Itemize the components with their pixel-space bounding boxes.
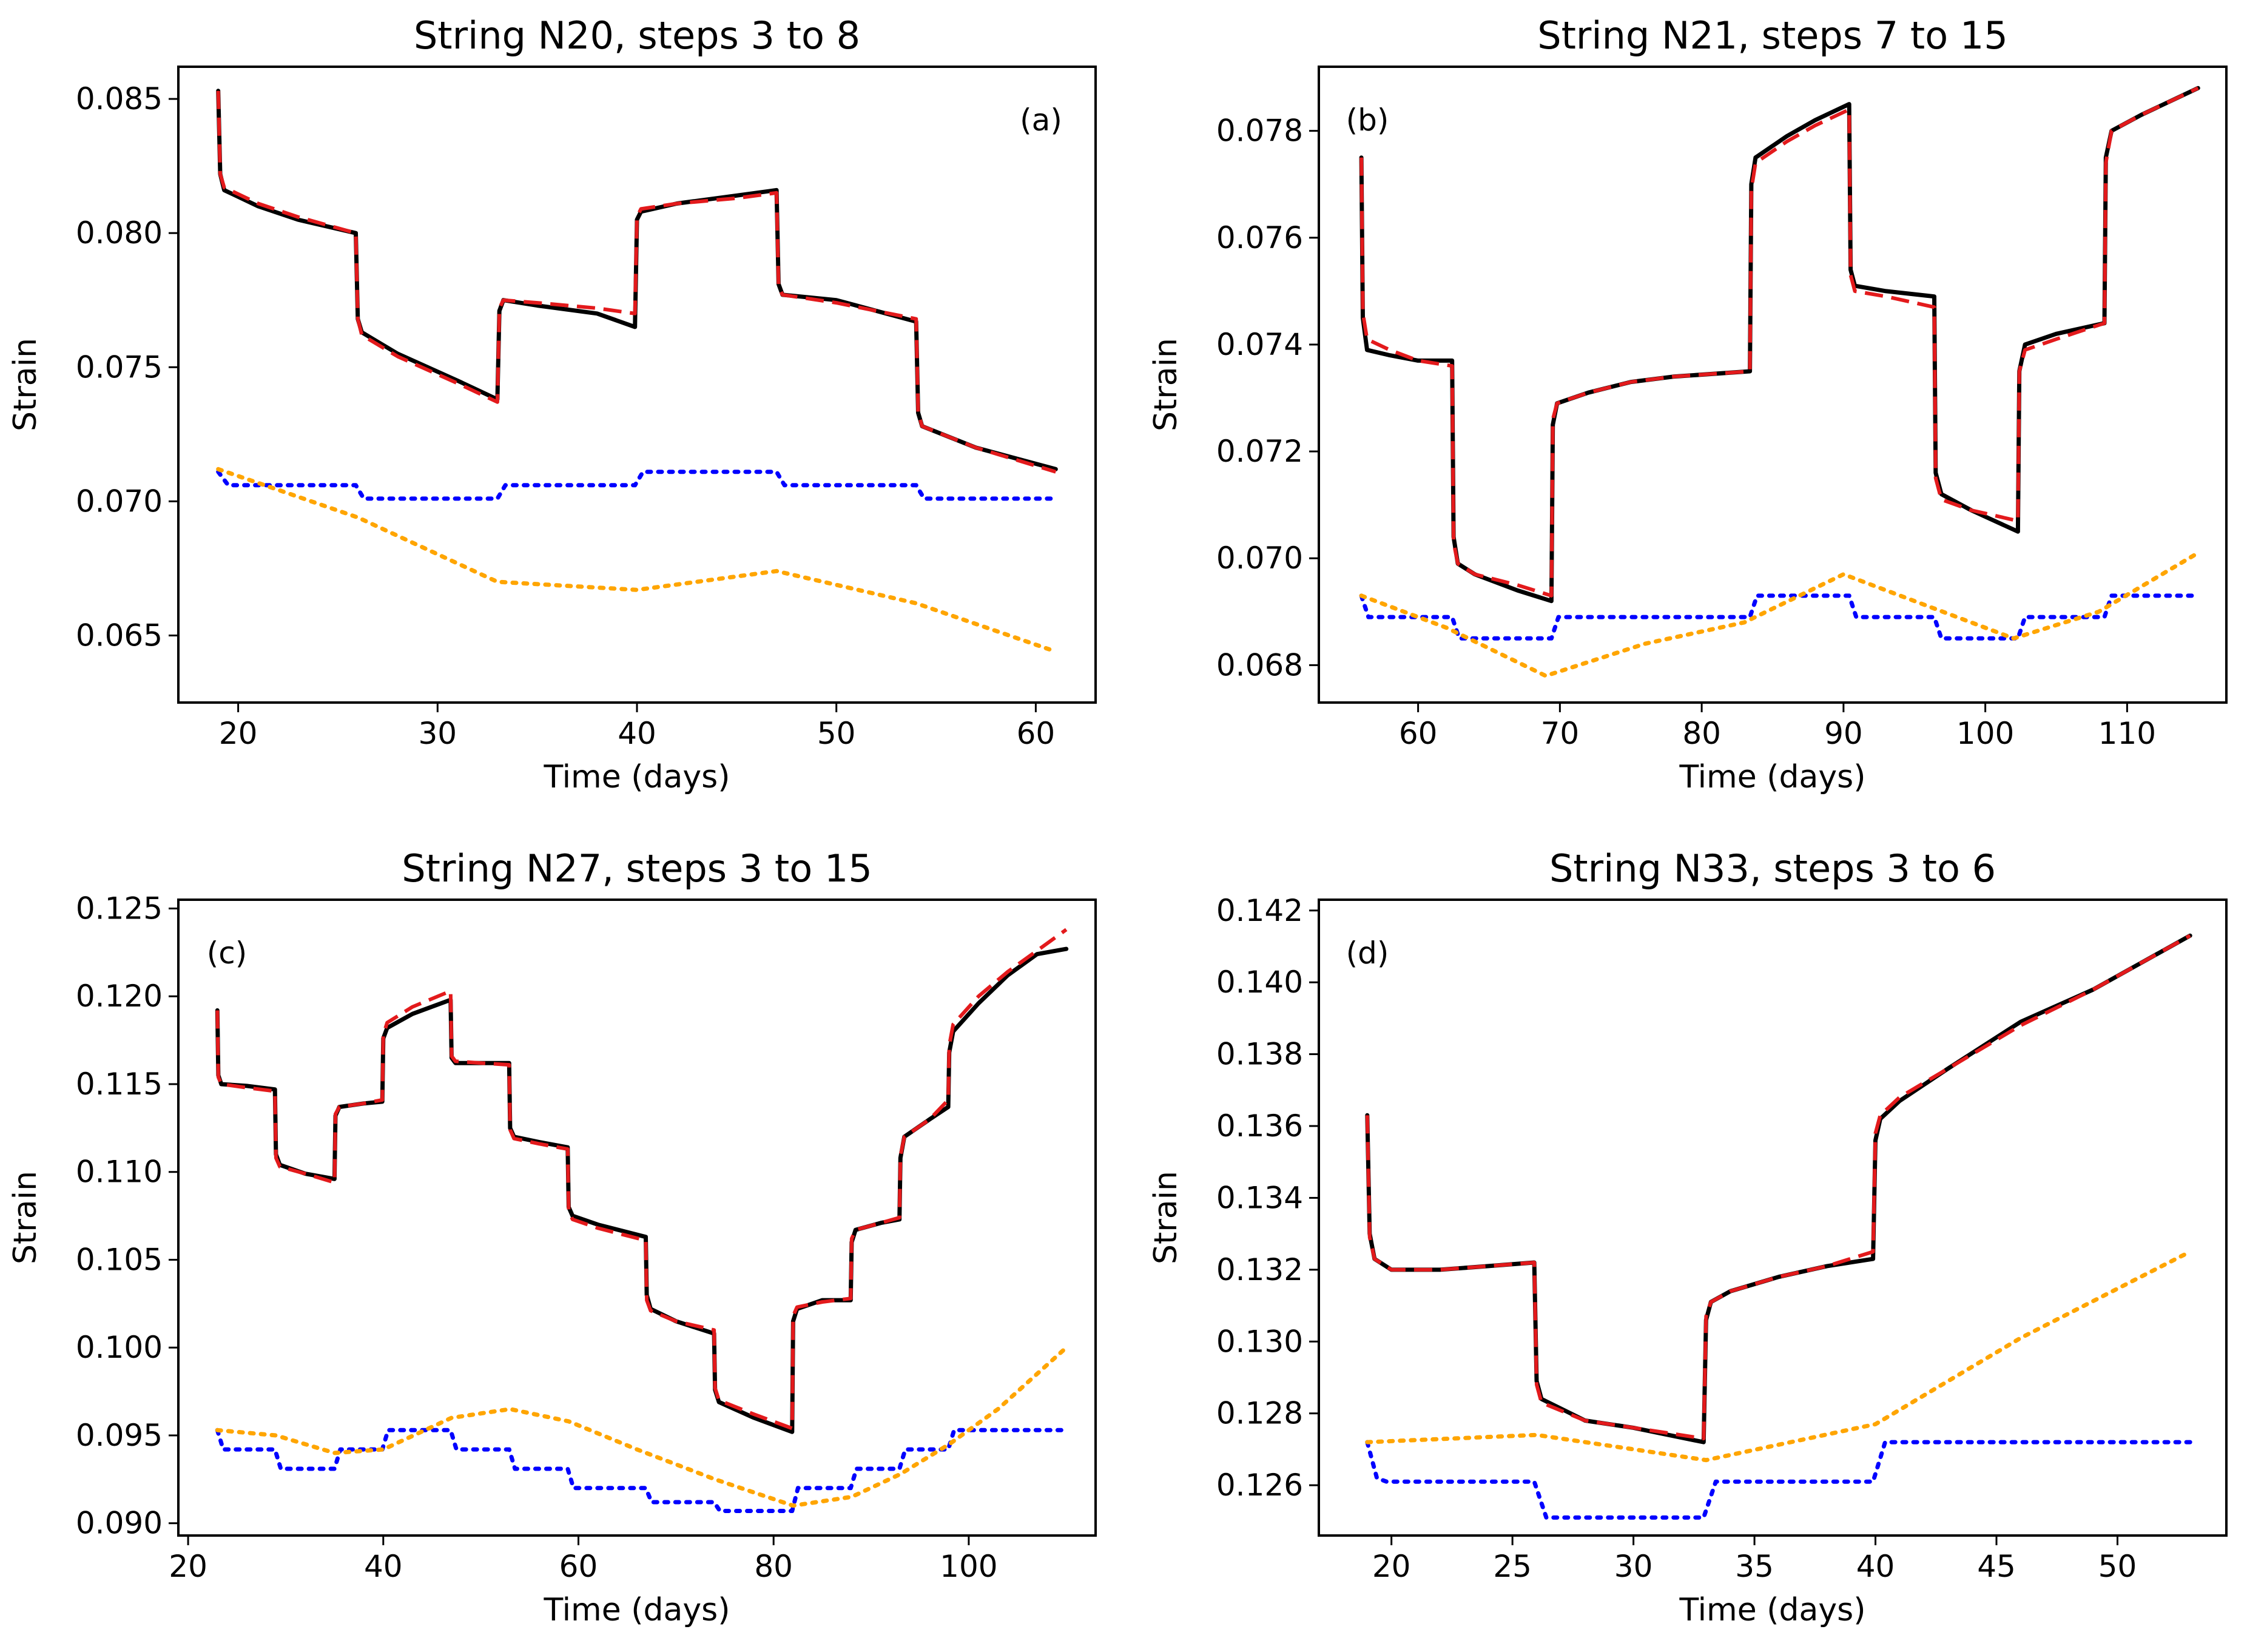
axes-frame — [177, 66, 1097, 704]
y-tick-label: 0.095 — [76, 1418, 163, 1453]
series-line-model — [1359, 86, 2199, 598]
series-line-measured — [215, 946, 1069, 1434]
y-tick-label: 0.138 — [1216, 1037, 1303, 1072]
series-line-measured — [1365, 933, 2192, 1445]
x-tick-label: 110 — [2098, 716, 2156, 751]
x-tick-label: 80 — [754, 1549, 793, 1584]
x-tick-label: 40 — [618, 716, 656, 751]
y-tick-label: 0.140 — [1216, 965, 1303, 1000]
series-group — [215, 928, 1069, 1513]
x-tick-label: 30 — [418, 716, 457, 751]
y-tick-label: 0.078 — [1216, 113, 1303, 149]
series-line-model — [1365, 934, 2191, 1441]
series-line-step-stress — [216, 470, 1058, 501]
x-tick-label: 100 — [1956, 716, 2014, 751]
x-tick-label: 60 — [1017, 716, 1056, 751]
y-axis-label: Strain — [7, 338, 44, 431]
y-axis-label: Strain — [1148, 1171, 1184, 1264]
x-tick-label: 80 — [1682, 716, 1721, 751]
y-tick-label: 0.136 — [1216, 1108, 1303, 1144]
y-tick-label: 0.074 — [1216, 327, 1303, 362]
panel-annotation: (b) — [1346, 103, 1389, 138]
y-tick-label: 0.075 — [76, 349, 163, 385]
y-tick-label: 0.142 — [1216, 893, 1303, 928]
chart-panel-2: 20 40 60 80 100 0.090 0.095 0.100 0.105 0.110 0.11… — [7, 846, 1097, 1628]
chart-title: String N21, steps 7 to 15 — [1537, 13, 2008, 58]
y-tick-label: 0.090 — [76, 1506, 163, 1541]
series-line-model — [216, 90, 1057, 474]
series-line-step-stress — [1365, 1440, 2192, 1520]
y-axis-label: Strain — [7, 1171, 44, 1264]
x-tick-label: 20 — [219, 716, 258, 751]
x-tick-label: 60 — [559, 1549, 598, 1584]
series-group — [216, 89, 1058, 654]
x-tick-label: 35 — [1735, 1549, 1774, 1584]
x-axis-label: Time (days) — [1679, 759, 1865, 795]
y-tick-label: 0.068 — [1216, 647, 1303, 683]
series-line-step-stress — [215, 1428, 1069, 1513]
y-axis-label: Strain — [1148, 338, 1184, 431]
series-line-step-stress — [1359, 593, 2200, 641]
series-group — [1359, 86, 2200, 678]
x-tick-label: 50 — [817, 716, 856, 751]
y-tick-label: 0.132 — [1216, 1252, 1303, 1287]
x-axis-label: Time (days) — [543, 1592, 730, 1628]
x-tick-label: 60 — [1399, 716, 1438, 751]
chart-title: String N20, steps 3 to 8 — [414, 13, 860, 58]
x-tick-label: 90 — [1824, 716, 1863, 751]
x-axis-label: Time (days) — [543, 759, 730, 795]
x-tick-label: 40 — [364, 1549, 403, 1584]
panel-annotation: (d) — [1346, 936, 1389, 971]
y-tick-label: 0.072 — [1216, 434, 1303, 469]
x-tick-label: 30 — [1614, 1549, 1653, 1584]
series-line-model — [215, 928, 1068, 1431]
y-tick-label: 0.070 — [76, 484, 163, 519]
y-tick-label: 0.126 — [1216, 1468, 1303, 1503]
y-tick-label: 0.076 — [1216, 220, 1303, 255]
y-tick-label: 0.110 — [76, 1155, 163, 1190]
x-tick-label: 70 — [1541, 716, 1580, 751]
y-tick-label: 0.085 — [76, 81, 163, 116]
y-tick-label: 0.120 — [76, 979, 163, 1014]
axes-frame — [1318, 898, 2228, 1537]
series-line-trend — [1359, 550, 2200, 678]
chart-panel-3: 20 25 30 35 40 45 50 0.126 0.128 0.130 0.132 0.134 0… — [1148, 846, 2228, 1628]
x-tick-label: 50 — [2098, 1549, 2137, 1584]
series-group — [1365, 933, 2192, 1520]
x-tick-label: 40 — [1856, 1549, 1895, 1584]
y-tick-label: 0.065 — [76, 618, 163, 653]
y-tick-label: 0.070 — [1216, 541, 1303, 576]
series-line-trend — [1365, 1249, 2192, 1463]
chart-panel-0: 20 30 40 50 60 0.065 0.070 0.075 0.080 0.085 Strin… — [7, 13, 1097, 795]
y-tick-label: 0.115 — [76, 1067, 163, 1102]
series-line-trend — [215, 1345, 1069, 1508]
x-tick-label: 20 — [169, 1549, 207, 1584]
chart-panel-1: 60 70 80 90 100 110 0.068 0.070 0.072 0.074 0.076 0… — [1148, 13, 2228, 795]
x-axis-label: Time (days) — [1679, 1592, 1865, 1628]
chart-title: String N33, steps 3 to 6 — [1549, 846, 1996, 891]
y-tick-label: 0.100 — [76, 1330, 163, 1365]
y-tick-label: 0.134 — [1216, 1180, 1303, 1215]
axes-frame — [177, 898, 1097, 1537]
x-tick-label: 25 — [1493, 1549, 1532, 1584]
series-line-trend — [216, 467, 1058, 654]
y-tick-label: 0.128 — [1216, 1396, 1303, 1431]
axes-frame — [1318, 66, 2228, 704]
y-tick-label: 0.080 — [76, 215, 163, 251]
chart-title: String N27, steps 3 to 15 — [402, 846, 872, 891]
y-tick-label: 0.130 — [1216, 1324, 1303, 1359]
x-tick-label: 20 — [1372, 1549, 1411, 1584]
x-tick-label: 100 — [940, 1549, 997, 1584]
x-tick-label: 45 — [1977, 1549, 2016, 1584]
y-tick-label: 0.105 — [76, 1242, 163, 1277]
y-tick-label: 0.125 — [76, 891, 163, 926]
series-line-measured — [1359, 86, 2200, 604]
panel-annotation: (a) — [1020, 103, 1062, 138]
panel-annotation: (c) — [207, 936, 248, 971]
